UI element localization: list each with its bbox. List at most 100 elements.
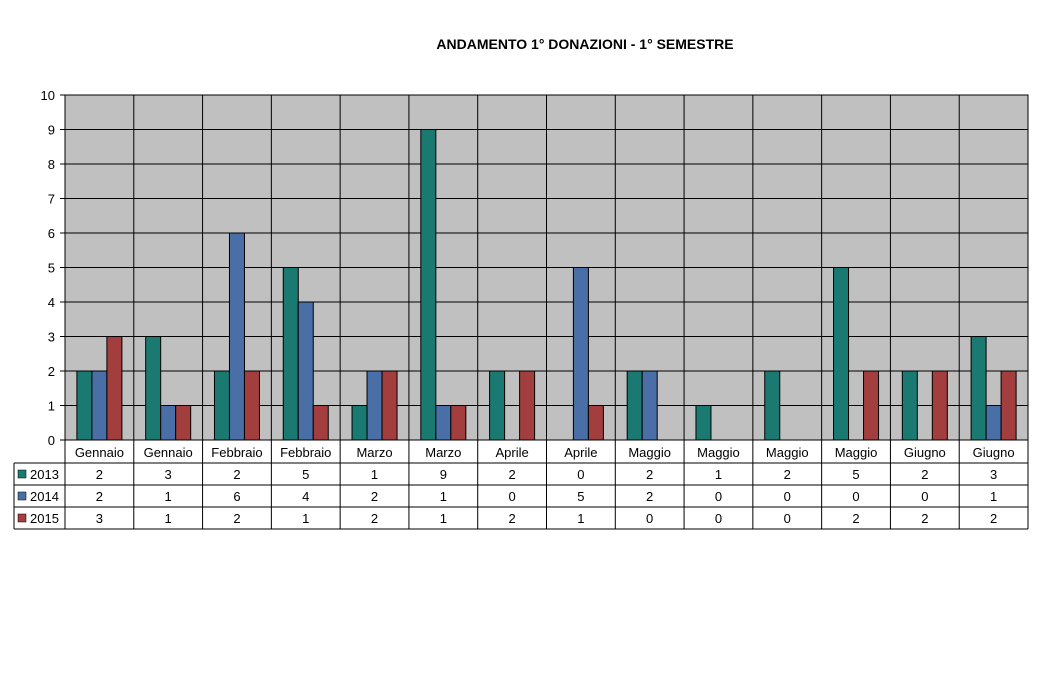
y-tick-label: 8 (48, 157, 55, 172)
data-label: 3 (96, 511, 103, 526)
y-tick-label: 0 (48, 433, 55, 448)
bar (435, 405, 452, 441)
bar (282, 267, 299, 441)
bar (985, 405, 1002, 441)
data-label: 2 (508, 467, 515, 482)
data-label: 0 (784, 511, 791, 526)
x-tick-label: Aprile (495, 445, 528, 460)
legend-swatch (17, 491, 27, 501)
bar (228, 232, 245, 441)
x-tick-label: Gennaio (75, 445, 124, 460)
y-tick-label: 9 (48, 123, 55, 138)
y-tick-label: 7 (48, 192, 55, 207)
legend-swatch (17, 513, 27, 523)
y-axis: 0 1 2 3 4 5 6 7 8 9 10 (41, 88, 66, 448)
y-tick-label: 10 (41, 88, 55, 103)
data-label: 2 (646, 467, 653, 482)
x-tick-label: Marzo (356, 445, 392, 460)
data-label: 3 (165, 467, 172, 482)
plot-area (64, 94, 1029, 529)
data-label: 0 (852, 489, 859, 504)
data-label: 1 (165, 489, 172, 504)
x-tick-label: Maggio (766, 445, 809, 460)
data-label: 1 (371, 467, 378, 482)
y-tick-label: 2 (48, 364, 55, 379)
data-label: 0 (646, 511, 653, 526)
bar (901, 370, 918, 441)
x-tick-label: Giugno (973, 445, 1015, 460)
data-label: 0 (715, 489, 722, 504)
data-label: 2 (990, 511, 997, 526)
data-table: Gennaio Gennaio Febbraio Febbraio Marzo Marzo… (13, 439, 1028, 530)
data-label: 3 (990, 467, 997, 482)
y-tick-label: 6 (48, 226, 55, 241)
bar (297, 301, 314, 441)
data-label: 1 (440, 489, 447, 504)
data-label: 5 (577, 489, 584, 504)
data-label: 2 (371, 489, 378, 504)
bar (572, 267, 589, 441)
bar (764, 370, 781, 441)
bar (91, 370, 108, 441)
data-label: 2 (646, 489, 653, 504)
bar (106, 336, 123, 441)
bar (970, 336, 987, 441)
data-label: 2 (96, 489, 103, 504)
data-label: 9 (440, 467, 447, 482)
x-tick-label: Marzo (425, 445, 461, 460)
x-tick-label: Aprile (564, 445, 597, 460)
x-tick-label: Maggio (835, 445, 878, 460)
x-tick-label: Maggio (697, 445, 740, 460)
bar (931, 370, 948, 441)
data-label: 2 (233, 511, 240, 526)
bar (420, 129, 437, 441)
bar (76, 370, 93, 441)
data-label: 2 (921, 467, 928, 482)
bar (381, 370, 398, 441)
data-label: 2 (96, 467, 103, 482)
y-tick-label: 1 (48, 399, 55, 414)
data-label: 0 (715, 511, 722, 526)
bar (1000, 370, 1017, 441)
y-tick-label: 4 (48, 295, 55, 310)
bars-group (76, 129, 1017, 441)
chart-title: ANDAMENTO 1° DONAZIONI - 1° SEMESTRE (436, 36, 734, 52)
data-label: 4 (302, 489, 309, 504)
x-tick-label: Giugno (904, 445, 946, 460)
bar (641, 370, 658, 441)
bar (519, 370, 536, 441)
data-label: 2 (852, 511, 859, 526)
bar (312, 405, 329, 441)
data-label: 0 (577, 467, 584, 482)
data-label: 0 (508, 489, 515, 504)
bar (160, 405, 177, 441)
data-label: 1 (715, 467, 722, 482)
bar (213, 370, 230, 441)
data-label: 1 (302, 511, 309, 526)
data-label: 1 (577, 511, 584, 526)
data-label: 1 (440, 511, 447, 526)
bar (626, 370, 643, 441)
x-tick-label: Febbraio (211, 445, 262, 460)
legend-label: 2015 (30, 511, 59, 526)
data-label: 2 (508, 511, 515, 526)
data-label: 5 (302, 467, 309, 482)
bar (243, 370, 260, 441)
data-label: 2 (921, 511, 928, 526)
bar (863, 370, 880, 441)
data-label: 1 (165, 511, 172, 526)
bar (833, 267, 850, 441)
legend-swatch (17, 469, 27, 479)
x-tick-label: Febbraio (280, 445, 331, 460)
bar (351, 405, 368, 441)
data-label: 2 (371, 511, 378, 526)
data-label: 2 (233, 467, 240, 482)
y-tick-label: 5 (48, 261, 55, 276)
bar (450, 405, 467, 441)
data-label: 1 (990, 489, 997, 504)
bar (175, 405, 192, 441)
x-tick-label: Gennaio (144, 445, 193, 460)
data-label: 2 (784, 467, 791, 482)
bar (695, 405, 712, 441)
